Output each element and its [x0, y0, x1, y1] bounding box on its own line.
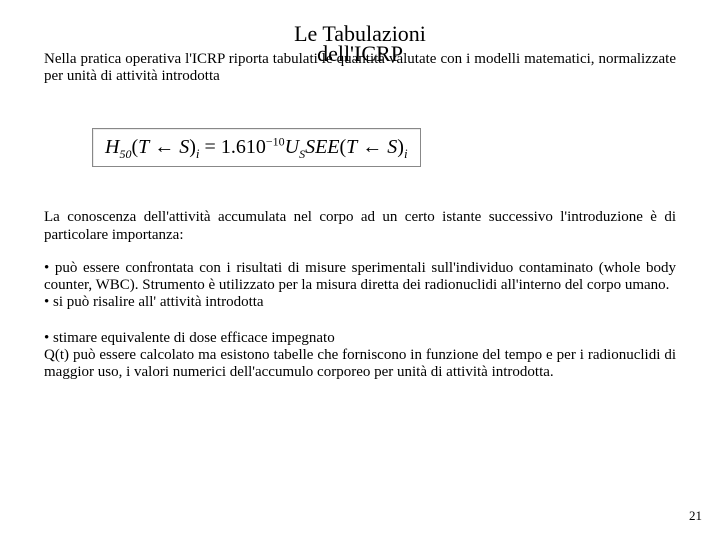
formula-arrow: ← [154, 136, 174, 158]
formula-T: T [138, 136, 149, 158]
bullet-3a: • stimare equivalente di dose efficace i… [44, 330, 676, 347]
formula-exp: −10 [266, 135, 285, 149]
importance-paragraph: La conoscenza dell'attività accumulata n… [44, 209, 676, 244]
intro-paragraph-row: dell'ICRP Nella pratica operativa l'ICRP… [44, 51, 676, 86]
formula-eq: = [200, 136, 221, 158]
formula-rparen: ) [189, 136, 196, 158]
title-line1: Le Tabulazioni [44, 22, 676, 45]
formula-SEE: SEE [305, 136, 339, 158]
formula-S: S [179, 136, 189, 158]
formula: H50(T ← S)i = 1.610−10USSEE(T ← S)i [105, 136, 408, 158]
formula-outer-i2: i [404, 146, 408, 161]
formula-arrow2: ← [362, 136, 382, 158]
formula-T2: T [346, 136, 357, 158]
formula-H: H [105, 136, 119, 158]
bullet-1: • può essere confrontata con i risultati… [44, 260, 676, 295]
formula-U: U [285, 136, 299, 158]
bullet-2: • si può risalire all' attività introdot… [44, 294, 676, 311]
page-number: 21 [689, 508, 702, 524]
formula-rparen2: ) [397, 136, 404, 158]
formula-container: H50(T ← S)i = 1.610−10USSEE(T ← S)i [44, 128, 676, 168]
intro-paragraph: Nella pratica operativa l'ICRP riporta t… [44, 51, 676, 84]
formula-H-sub: 50 [119, 147, 131, 161]
formula-S2: S [387, 136, 397, 158]
bullet-3b: Q(t) può essere calcolato ma esistono ta… [44, 347, 676, 382]
formula-box: H50(T ← S)i = 1.610−10USSEE(T ← S)i [92, 128, 421, 168]
formula-coeff: 1.610 [221, 136, 266, 158]
